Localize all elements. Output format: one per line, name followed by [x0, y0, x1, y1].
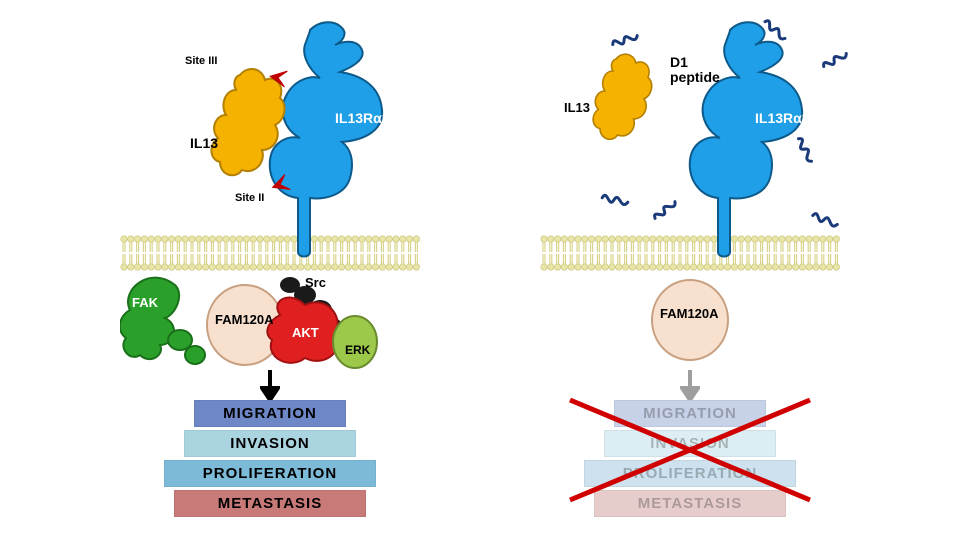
outcome-migration: MIGRATION — [194, 400, 346, 427]
arrow-on — [260, 370, 280, 402]
outcome-proliferation: PROLIFERATION — [164, 460, 376, 487]
label-il13-right: IL13 — [564, 100, 590, 115]
label-fam120a-right: FAM120A — [660, 306, 719, 321]
il13ra2-shape — [270, 22, 382, 256]
outcome-invasion: INVASION — [604, 430, 776, 457]
label-erk: ERK — [345, 343, 370, 357]
panel-signaling-on: Site III IL13 IL13Rα2 Site II FAK FAM120… — [120, 0, 520, 539]
label-receptor-right: IL13Rα2 — [755, 110, 810, 126]
outcome-invasion: INVASION — [184, 430, 356, 457]
outcomes-on: MIGRATION INVASION PROLIFERATION METASTASIS — [155, 400, 385, 517]
panel-signaling-off: IL13 D1 peptide IL13Rα2 FAM120A MIGRATIO… — [540, 0, 940, 539]
label-site3: Site III — [185, 55, 217, 67]
label-src: Src — [305, 275, 326, 290]
outcome-metastasis: METASTASIS — [594, 490, 786, 517]
label-peptide: D1 peptide — [670, 55, 740, 86]
label-fam120a-left: FAM120A — [215, 312, 274, 327]
outcome-migration: MIGRATION — [614, 400, 766, 427]
label-il13-left: IL13 — [190, 135, 218, 151]
outcome-proliferation: PROLIFERATION — [584, 460, 796, 487]
outcome-metastasis: METASTASIS — [174, 490, 366, 517]
label-site2: Site II — [235, 192, 264, 204]
label-akt: AKT — [292, 325, 319, 340]
label-fak: FAK — [132, 295, 158, 310]
label-receptor-left: IL13Rα2 — [335, 110, 390, 126]
erk-shape — [333, 316, 377, 368]
outcomes-off: MIGRATION INVASION PROLIFERATION METASTASIS — [575, 400, 805, 517]
arrow-off — [680, 370, 700, 402]
fak-shape — [120, 278, 205, 364]
il13-shape-right — [593, 54, 652, 139]
